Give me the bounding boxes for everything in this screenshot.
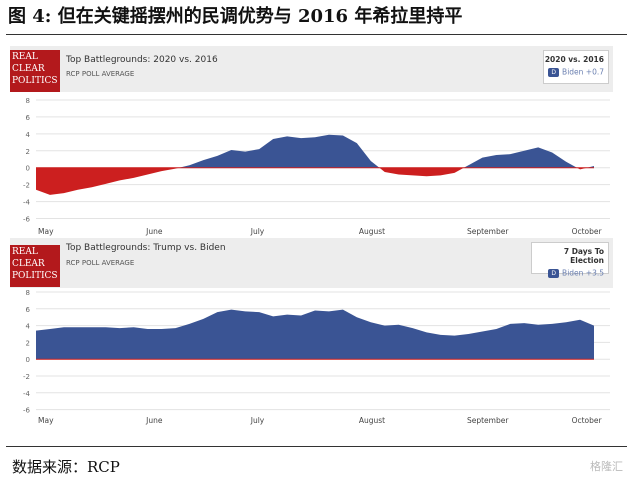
y-tick-label: 6 [26, 306, 31, 314]
x-tick-label: October [572, 416, 603, 425]
logo-line: POLITICS [12, 271, 58, 281]
area-positive [36, 134, 594, 168]
y-tick-label: 4 [26, 323, 31, 331]
y-tick-label: 8 [26, 289, 30, 297]
badge-value: Biden +3.5 [562, 268, 604, 278]
x-tick-label: October [572, 227, 603, 236]
chart-2-plot: 8 6 4 2 0 -2 -4 -6 May June July August September Oct… [23, 289, 610, 425]
y-tick-label: -6 [23, 216, 31, 224]
x-tick-label: July [250, 227, 265, 236]
y-tick-label: -2 [23, 373, 30, 381]
rcp-logo: REAL CLEAR POLITICS [10, 50, 60, 92]
logo-line: CLEAR [12, 64, 45, 74]
source-note: 数据来源：RCP [12, 458, 120, 476]
y-tick-label: 4 [26, 131, 31, 139]
y-tick-label: 0 [26, 165, 30, 173]
y-tick-label: -4 [23, 199, 31, 207]
x-tick-label: September [467, 227, 509, 236]
chart-1-header [10, 46, 613, 92]
chart-1-subtitle: RCP POLL AVERAGE [66, 70, 135, 78]
x-tick-label: September [467, 416, 509, 425]
badge-title: 7 Days To Election [563, 247, 604, 265]
x-tick-label: May [38, 416, 54, 425]
y-tick-label: 8 [26, 97, 30, 105]
party-chip: D [548, 67, 560, 77]
x-tick-label: June [145, 416, 163, 425]
figure-title: 图 4: 但在关键摇摆州的民调优势与 2016 年希拉里持平 [8, 6, 463, 27]
chart-2-title: Top Battlegrounds: Trump vs. Biden [66, 243, 226, 253]
rcp-logo: REAL CLEAR POLITICS [10, 245, 60, 287]
y-tick-label: -2 [23, 182, 30, 190]
y-tick-label: -6 [23, 407, 31, 415]
title-rule [6, 34, 627, 35]
badge-title: 2020 vs. 2016 [544, 55, 604, 64]
chart-1-plot: 8 6 4 2 0 -2 -4 -6 May June July August September Oct… [23, 97, 610, 236]
logo-line: REAL [12, 52, 38, 62]
chart-2-subtitle: RCP POLL AVERAGE [66, 259, 135, 267]
x-tick-label: May [38, 227, 54, 236]
y-tick-label: 6 [26, 114, 31, 122]
chart-2-badge: 7 Days To Election D Biden +3.5 [531, 242, 609, 278]
source-rule [6, 446, 627, 447]
logo-line: CLEAR [12, 259, 45, 269]
logo-line: POLITICS [12, 76, 58, 86]
watermark: 格隆汇 [590, 460, 623, 473]
y-tick-label: 2 [26, 339, 30, 347]
badge-value: Biden +0.7 [562, 67, 604, 77]
x-tick-label: July [250, 416, 265, 425]
logo-line: REAL [12, 247, 38, 257]
party-chip: D [548, 268, 560, 278]
area-negative [36, 167, 594, 195]
x-tick-label: August [359, 416, 385, 425]
x-tick-label: June [145, 227, 163, 236]
chart-1-title: Top Battlegrounds: 2020 vs. 2016 [66, 55, 218, 65]
x-tick-label: August [359, 227, 385, 236]
y-tick-label: 0 [26, 356, 30, 364]
y-tick-label: 2 [26, 148, 30, 156]
area-positive [36, 309, 594, 360]
chart-1-badge: 2020 vs. 2016 D Biden +0.7 [543, 50, 609, 84]
chart-2-header [10, 238, 613, 288]
y-tick-label: -4 [23, 390, 31, 398]
